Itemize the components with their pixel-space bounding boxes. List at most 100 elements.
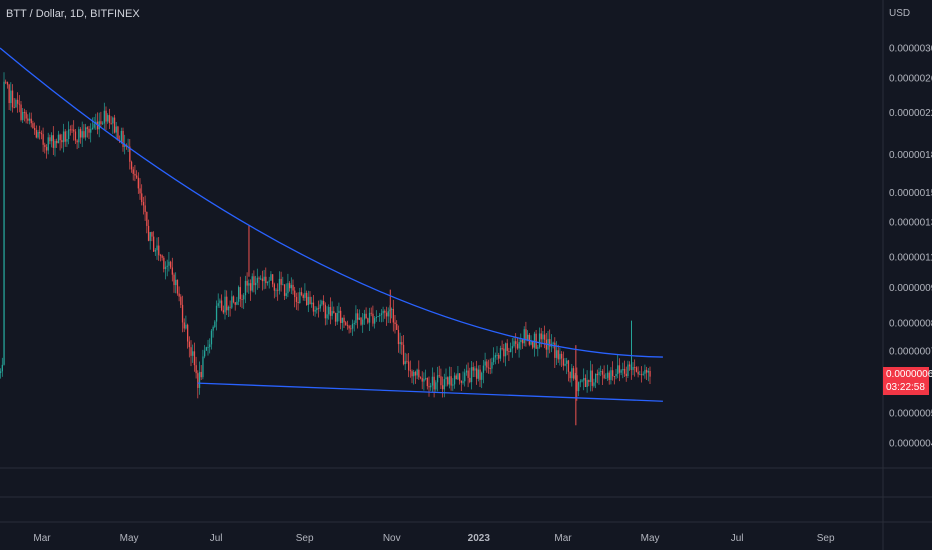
candle-body: [173, 274, 175, 286]
candle-body: [637, 371, 639, 375]
candle-body: [229, 306, 231, 308]
lower-trend-line: [197, 382, 663, 402]
candle-body: [385, 312, 388, 317]
candle-body: [425, 377, 427, 379]
candle-body: [265, 276, 267, 284]
candle-body: [47, 137, 49, 151]
candle-body: [144, 205, 146, 212]
candle-body: [61, 140, 63, 143]
candle-body: [479, 369, 481, 380]
candle-body: [423, 378, 425, 382]
candle-body: [419, 377, 422, 379]
y-tick-label: 0.00000220: [889, 108, 932, 119]
candle-body: [525, 329, 527, 341]
candle-body: [647, 370, 649, 373]
candle-body: [508, 350, 510, 353]
x-tick-label: May: [120, 533, 139, 544]
candle-body: [317, 308, 320, 309]
candle-body: [329, 306, 332, 316]
candle-body: [108, 115, 111, 123]
candle-body: [377, 316, 379, 318]
candle-body: [166, 265, 168, 267]
candle-body: [549, 339, 551, 347]
candle-body: [273, 284, 275, 291]
candle-body: [30, 118, 32, 124]
candle-body: [159, 255, 162, 257]
candle-body: [251, 276, 253, 291]
candle-body: [18, 103, 20, 105]
candle-body: [649, 370, 651, 377]
candle-body: [610, 370, 612, 380]
candle-body: [197, 373, 199, 388]
candle-body: [13, 107, 15, 109]
candle-body: [124, 145, 126, 147]
candle-body: [236, 301, 238, 305]
candle-body: [0, 371, 2, 373]
candle-body: [557, 350, 559, 360]
candle-body: [608, 372, 610, 380]
candle-body: [328, 306, 330, 315]
candle-body: [137, 177, 139, 189]
candle-body: [32, 123, 34, 129]
candle-body: [214, 321, 216, 327]
candle-body: [81, 131, 83, 138]
candle-body: [222, 310, 224, 313]
candle-body: [379, 314, 381, 317]
candle-body: [623, 368, 626, 374]
candle-body: [249, 283, 252, 291]
candle-body: [35, 130, 37, 138]
candle-body: [559, 353, 561, 360]
candle-body: [644, 369, 646, 374]
candle-body: [164, 266, 167, 270]
candle-body: [226, 296, 228, 311]
candle-body: [198, 371, 201, 388]
candle-body: [486, 361, 488, 368]
candle-body: [530, 341, 532, 345]
candle-body: [56, 140, 58, 144]
candle-body: [482, 365, 485, 373]
candle-body: [100, 121, 102, 125]
candle-body: [168, 261, 170, 266]
candle-body: [518, 342, 520, 349]
candle-body: [66, 138, 68, 142]
candle-body: [620, 370, 622, 373]
candle-body: [538, 333, 541, 348]
candle-body: [49, 137, 51, 142]
candle-body: [193, 351, 196, 366]
candle-body: [120, 130, 122, 143]
candle-body: [170, 261, 172, 268]
candle-body: [394, 322, 396, 325]
candle-body: [576, 375, 578, 392]
candle-body: [489, 368, 491, 369]
candle-body: [232, 296, 235, 303]
candle-body: [181, 304, 184, 323]
candle-body: [62, 131, 65, 143]
candle-body: [516, 343, 519, 349]
candle-body: [295, 296, 298, 302]
x-tick-label: May: [641, 533, 660, 544]
candle-body: [443, 379, 445, 390]
candle-body: [494, 355, 496, 358]
candle-body: [472, 367, 474, 371]
candle-body: [336, 313, 338, 322]
candle-body: [147, 225, 150, 241]
candle-body: [484, 361, 486, 366]
candle-body: [566, 360, 568, 364]
candle-body: [25, 112, 27, 119]
candle-body: [392, 308, 394, 323]
candle-body: [396, 324, 398, 330]
candle-body: [537, 347, 539, 349]
candle-body: [367, 318, 369, 323]
candle-body: [447, 377, 449, 385]
candle-body: [404, 361, 406, 365]
candle-body: [103, 110, 105, 124]
candle-body: [319, 304, 321, 309]
candle-body: [280, 278, 282, 285]
candle-body: [331, 311, 333, 316]
candle-body: [498, 355, 500, 359]
y-tick-label: 0.00000095: [889, 283, 932, 294]
candle-body: [406, 361, 408, 363]
candle-body: [523, 329, 525, 344]
candle-body: [204, 350, 206, 357]
